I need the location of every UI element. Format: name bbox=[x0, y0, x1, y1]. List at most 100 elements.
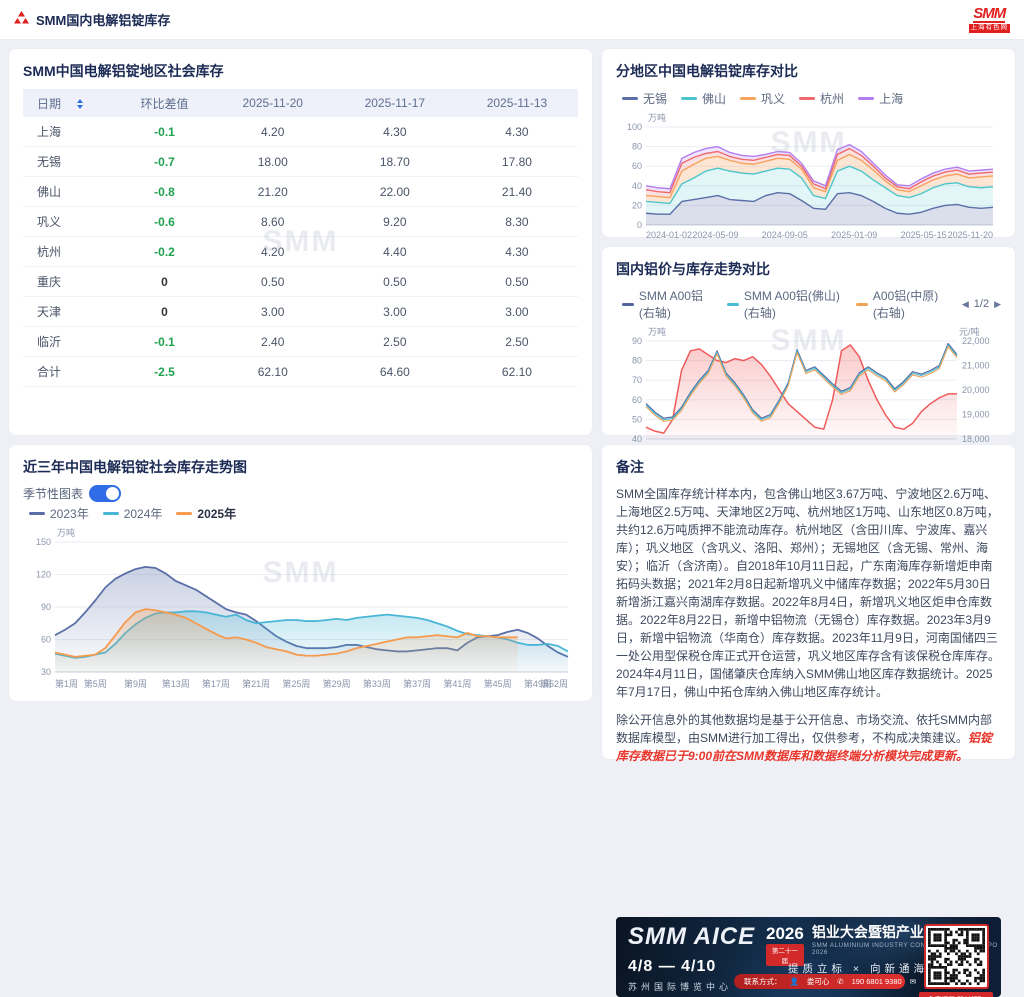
sort-icon[interactable] bbox=[77, 99, 84, 110]
value-cell: -0.2 bbox=[117, 236, 212, 267]
svg-text:2024-09-05: 2024-09-05 bbox=[762, 230, 808, 240]
legend-label: 2025年 bbox=[197, 506, 237, 521]
legend-item[interactable]: SMM A00铝(佛山) (右轴) bbox=[726, 287, 842, 321]
svg-text:90: 90 bbox=[41, 602, 51, 612]
banner-brand: SMM AICE bbox=[628, 923, 756, 950]
value-cell: -0.6 bbox=[117, 206, 212, 237]
svg-text:2025-05-15: 2025-05-15 bbox=[901, 230, 947, 240]
legend-item[interactable]: 无锡 bbox=[622, 90, 667, 107]
column-header: 2025-11-17 bbox=[333, 89, 456, 117]
seasonal-chart-toggle[interactable] bbox=[89, 485, 122, 502]
smm-logo-subtext: 上海有色网 bbox=[968, 24, 1010, 33]
price-chart-card: 国内铝价与库存走势对比 SMM A00铝 (右轴) SMM A00铝(佛山) (右… bbox=[601, 246, 1016, 454]
svg-text:2024-05-09: 2024-05-09 bbox=[692, 230, 738, 240]
contact-person-icon: 👤 bbox=[789, 977, 799, 986]
value-cell: 21.20 bbox=[211, 176, 334, 207]
svg-text:2025-11-20: 2025-11-20 bbox=[948, 230, 993, 240]
value-cell: -0.1 bbox=[117, 117, 212, 147]
legend-page-indicator: 1/2 bbox=[973, 298, 990, 310]
legend-item[interactable]: 巩义 bbox=[740, 90, 785, 107]
legend-label: 杭州 bbox=[820, 91, 845, 106]
region-cell: 上海 bbox=[23, 117, 118, 147]
region-cell: 重庆 bbox=[23, 266, 118, 297]
banner-contact-phone: 190 6801 9380 bbox=[851, 977, 902, 986]
legend-label: 巩义 bbox=[761, 91, 786, 106]
value-cell: 2.50 bbox=[455, 326, 578, 357]
table-row: 天津 0 3.00 3.00 3.00 bbox=[23, 296, 578, 327]
value-cell: 21.40 bbox=[455, 176, 578, 207]
svg-text:40: 40 bbox=[632, 181, 642, 191]
svg-text:第41周: 第41周 bbox=[443, 678, 471, 689]
notes-highlight: 铝锭库存数据已于9:00前在SMM数据库和数据终端分析模块完成更新。 bbox=[616, 731, 993, 763]
seasonal-toggle-label: 季节性图表 bbox=[23, 487, 84, 501]
aice-expo-banner[interactable]: SMM AICE 4/8 — 4/10 苏州国际博览中心 2026 第二十一届 … bbox=[616, 917, 1001, 997]
legend-item[interactable]: A00铝(中原) (右轴) bbox=[855, 287, 948, 321]
svg-text:30: 30 bbox=[41, 667, 51, 677]
banner-dates: 4/8 — 4/10 bbox=[628, 958, 717, 975]
value-cell: -0.8 bbox=[117, 176, 212, 207]
legend-label: 佛山 bbox=[702, 91, 727, 106]
table-row: 巩义 -0.6 8.60 9.20 8.30 bbox=[23, 206, 578, 237]
price-chart-title: 国内铝价与库存走势对比 bbox=[616, 261, 770, 277]
region-chart-legend: 无锡 佛山 巩义 杭州 上海 bbox=[622, 89, 1001, 107]
legend-dash bbox=[740, 96, 757, 100]
value-cell: -2.5 bbox=[117, 356, 212, 387]
value-cell: 18.00 bbox=[211, 146, 334, 177]
region-cell: 杭州 bbox=[23, 236, 118, 267]
svg-text:第17周: 第17周 bbox=[202, 678, 230, 689]
value-cell: 64.60 bbox=[333, 356, 456, 387]
svg-text:第33周: 第33周 bbox=[363, 678, 391, 689]
legend-item[interactable]: 佛山 bbox=[681, 90, 726, 107]
legend-dash bbox=[681, 96, 698, 100]
notes-title: 备注 bbox=[616, 459, 644, 475]
toggle-knob bbox=[106, 487, 120, 500]
qr-label: 免费门票 即刻领取 bbox=[919, 992, 993, 997]
inventory-table-card: SMM中国电解铝锭地区社会库存 SMM 日期 环比差值 2025-11-20 2025… bbox=[8, 48, 593, 436]
inventory-table: 日期 环比差值 2025-11-20 2025-11-17 2025-11-13 上海 -… bbox=[23, 89, 578, 387]
legend-next-arrow[interactable]: ▶ bbox=[994, 298, 1001, 309]
table-row: 临沂 -0.1 2.40 2.50 2.50 bbox=[23, 326, 578, 357]
value-cell: 0.50 bbox=[455, 266, 578, 297]
value-cell: 17.80 bbox=[455, 146, 578, 177]
value-cell: 4.20 bbox=[211, 117, 334, 147]
svg-text:第49周: 第49周 bbox=[524, 678, 552, 689]
svg-text:20: 20 bbox=[632, 200, 642, 210]
smm-logo[interactable]: SMM 上海有色网 bbox=[968, 6, 1010, 33]
price-inventory-chart: 40 50 60 70 80 90 18,000 19,000 20,000 21,000 22,0… bbox=[632, 326, 990, 454]
value-cell: 0 bbox=[117, 266, 212, 297]
value-cell: 3.00 bbox=[455, 296, 578, 327]
page-title: SMM国内电解铝锭库存 bbox=[36, 13, 171, 28]
legend-label: 无锡 bbox=[643, 91, 668, 106]
value-cell: 2.50 bbox=[333, 326, 456, 357]
legend-item[interactable]: SMM A00铝 (右轴) bbox=[622, 287, 713, 321]
banner-contact-name: 娄可心 bbox=[806, 977, 830, 986]
notes-card: 备注 SMM全国库存统计样本内，包含佛山地区3.67万吨、宁波地区2.6万吨、上… bbox=[601, 444, 1016, 997]
legend-item[interactable]: 上海 bbox=[858, 90, 903, 107]
legend-dash bbox=[102, 511, 119, 515]
legend-label: 2024年 bbox=[123, 506, 163, 521]
app-header: SMM国内电解铝锭库存 SMM 上海有色网 bbox=[0, 0, 1024, 40]
value-cell: 62.10 bbox=[211, 356, 334, 387]
legend-item[interactable]: 2023年 bbox=[29, 505, 89, 522]
table-row: 合计 -2.5 62.10 64.60 62.10 bbox=[23, 356, 578, 387]
sort-header-date[interactable]: 日期 bbox=[23, 89, 118, 117]
legend-item[interactable]: 2025年 bbox=[176, 505, 236, 522]
region-stacked-area-chart: 0 20 40 60 80 100 万吨 2024-01-02 2024-05-09 2024-0… bbox=[627, 112, 994, 240]
legend-item[interactable]: 杭州 bbox=[799, 90, 844, 107]
seasonal-chart-title: 近三年中国电解铝锭社会库存走势图 bbox=[23, 459, 247, 475]
value-cell: 3.00 bbox=[333, 296, 456, 327]
table-row: 上海 -0.1 4.20 4.30 4.30 bbox=[23, 117, 578, 147]
svg-text:100: 100 bbox=[627, 122, 642, 132]
legend-label: SMM A00铝 (右轴) bbox=[638, 289, 703, 320]
qr-code[interactable] bbox=[923, 924, 989, 989]
svg-text:50: 50 bbox=[632, 414, 642, 424]
svg-text:元/吨: 元/吨 bbox=[959, 326, 980, 337]
value-cell: -0.7 bbox=[117, 146, 212, 177]
legend-item[interactable]: 2024年 bbox=[102, 505, 163, 522]
legend-prev-arrow[interactable]: ◀ bbox=[961, 298, 969, 309]
svg-text:第13周: 第13周 bbox=[162, 678, 190, 689]
legend-dash bbox=[622, 302, 634, 306]
value-cell: 4.30 bbox=[455, 117, 578, 147]
